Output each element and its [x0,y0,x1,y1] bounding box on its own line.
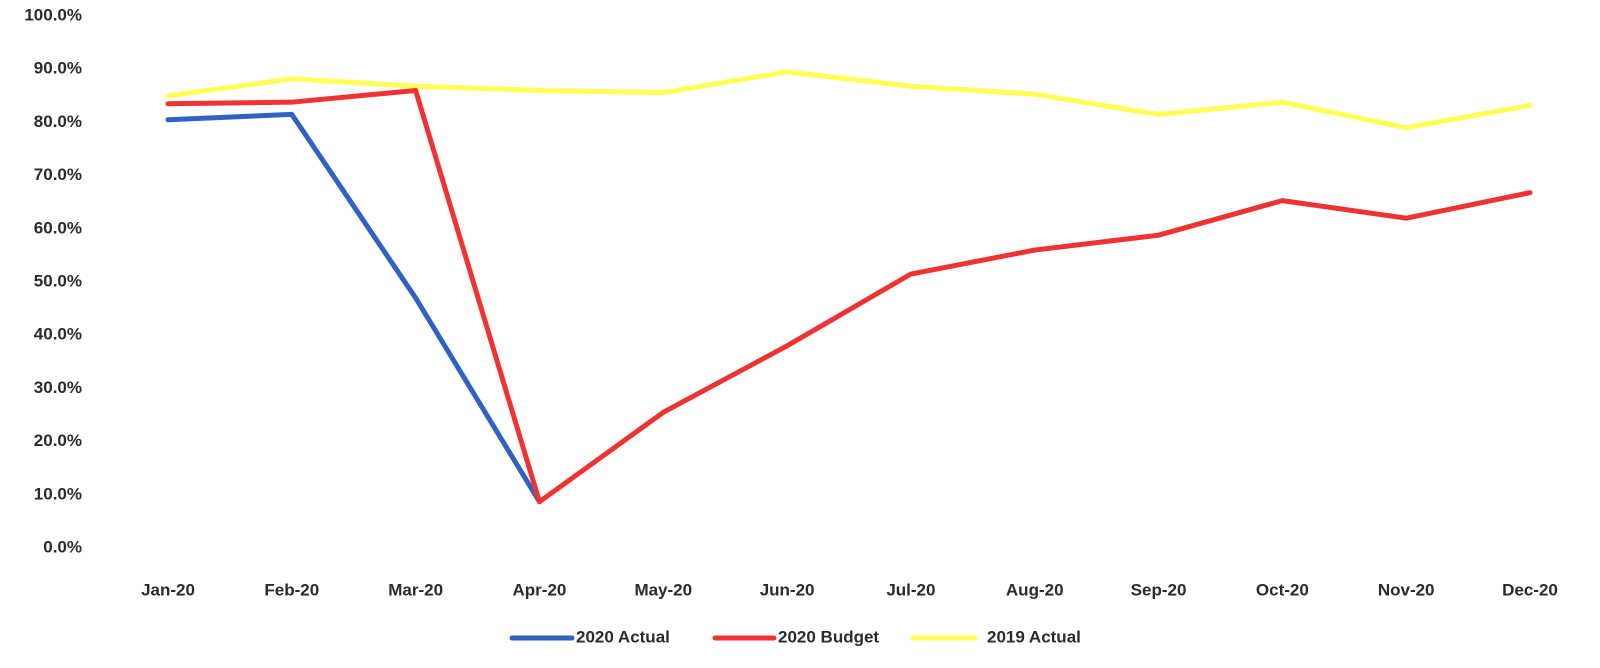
y-tick-label: 60.0% [34,218,82,237]
series-line-2020-budget [165,87,1533,505]
y-axis: 0.0% 10.0% 20.0% 30.0% 40.0% 50.0% 60.0% 70.0% 8… [24,5,82,556]
x-tick-label: Mar-20 [388,580,443,599]
x-axis: Jan-20 Feb-20 Mar-20 Apr-20 May-20 Jun-20 Jul-… [141,580,1558,599]
x-tick-label: May-20 [634,580,692,599]
x-tick-label: Aug-20 [1006,580,1064,599]
x-tick-label: Jun-20 [760,580,815,599]
y-tick-label: 40.0% [34,325,82,344]
legend-label-2020-actual: 2020 Actual [576,627,670,646]
y-tick-label: 50.0% [34,271,82,290]
x-tick-label: Jul-20 [886,580,935,599]
y-tick-label: 0.0% [43,537,82,556]
x-tick-label: Nov-20 [1378,580,1435,599]
y-tick-label: 70.0% [34,165,82,184]
series-line-2020-actual [165,111,542,505]
y-tick-label: 10.0% [34,484,82,503]
x-tick-label: Sep-20 [1131,580,1187,599]
x-tick-label: Oct-20 [1256,580,1309,599]
x-tick-label: Feb-20 [264,580,319,599]
y-tick-label: 80.0% [34,112,82,131]
x-tick-label: Dec-20 [1502,580,1558,599]
legend-label-2019-actual: 2019 Actual [987,627,1081,646]
y-tick-label: 90.0% [34,59,82,78]
y-tick-label: 30.0% [34,378,82,397]
x-tick-label: Apr-20 [513,580,567,599]
x-tick-label: Jan-20 [141,580,195,599]
series-line-2019-actual [165,69,1533,131]
y-tick-label: 100.0% [24,5,82,24]
y-tick-label: 20.0% [34,431,82,450]
legend: 2020 Actual 2020 Budget 2019 Actual [509,627,1081,646]
plot-area [165,69,1533,505]
legend-label-2020-budget: 2020 Budget [778,627,879,646]
